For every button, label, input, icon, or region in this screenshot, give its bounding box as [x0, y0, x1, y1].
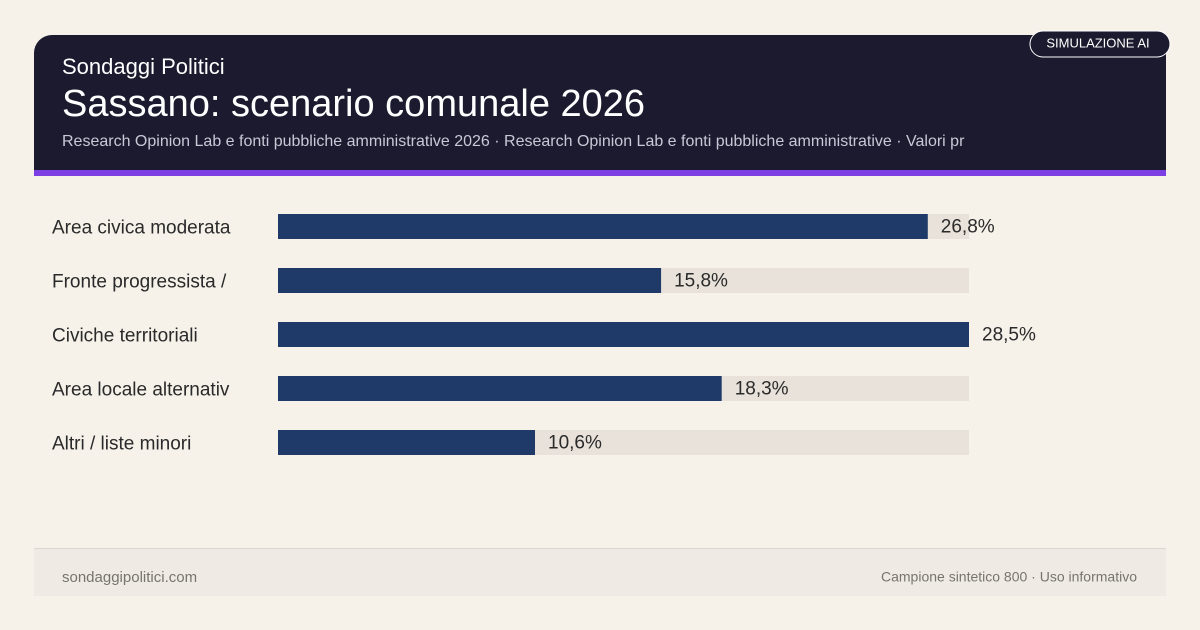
category-label: Fronte progressista / [52, 272, 227, 293]
bar [278, 376, 722, 401]
footer-right: Campione sintetico 800 · Uso informativo [881, 569, 1137, 585]
category-label: Civiche territoriali [52, 326, 198, 347]
footer-panel [34, 549, 1166, 596]
value-label: 26,8% [941, 217, 995, 238]
kicker: Sondaggi Politici [62, 54, 225, 79]
value-label: 18,3% [735, 379, 789, 400]
footer-left: sondaggipolitici.com [62, 569, 197, 586]
header-panel-base [34, 150, 1166, 170]
bar [278, 214, 928, 239]
category-label: Area civica moderata [52, 218, 231, 239]
badge [1029, 30, 1171, 58]
chart-title: Sassano: scenario comunale 2026 [62, 83, 645, 125]
value-label: 10,6% [548, 433, 602, 454]
bar [278, 430, 536, 455]
bar [278, 268, 662, 293]
badge-text: SIMULAZIONE AI [1046, 35, 1149, 50]
category-label: Area locale alternativ [52, 380, 230, 401]
subtitle: Research Opinion Lab e fonti pubbliche a… [62, 133, 965, 150]
value-label: 28,5% [982, 325, 1036, 346]
value-label: 15,8% [674, 271, 728, 292]
header-panel [34, 35, 1166, 170]
category-label: Altri / liste minori [52, 434, 191, 455]
bar [278, 322, 969, 347]
accent-bar [34, 170, 1166, 176]
